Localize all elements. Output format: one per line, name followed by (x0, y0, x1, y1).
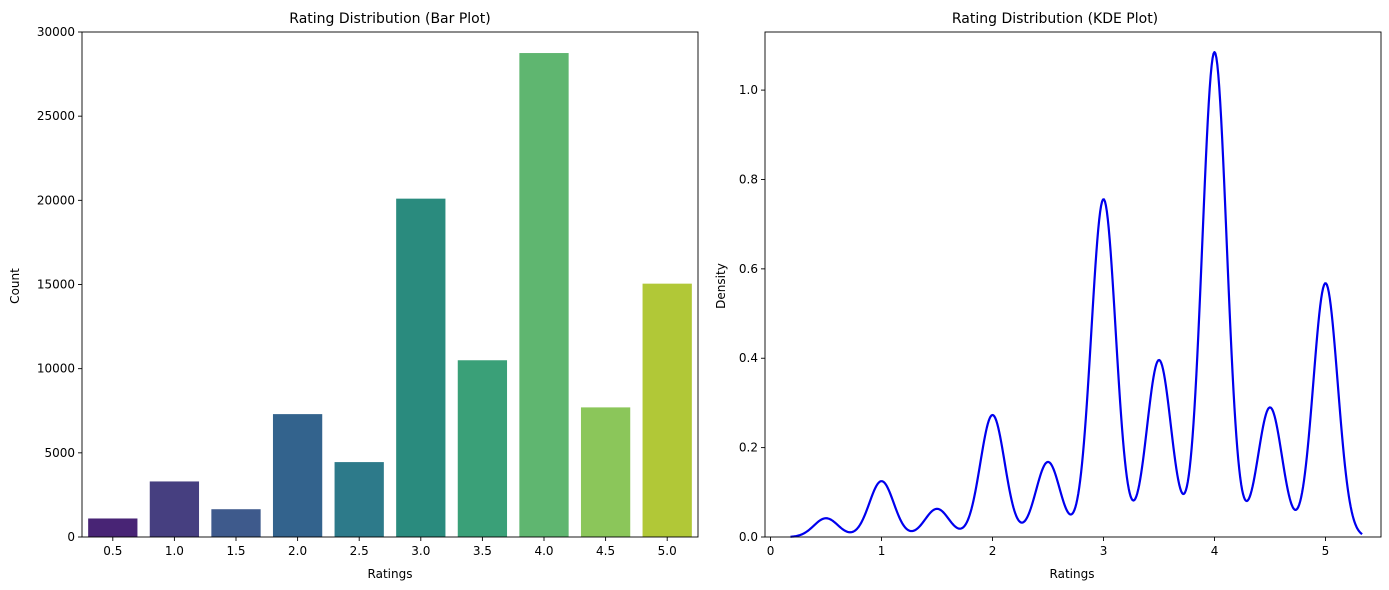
bar-x-tick-label: 4.5 (596, 544, 615, 558)
kde-y-tick-label: 1.0 (739, 83, 758, 97)
bar-3.0 (396, 198, 446, 537)
bar-chart-ylabel: Count (8, 268, 22, 304)
bar-x-tick-label: 2.5 (350, 544, 369, 558)
kde-chart-frame (764, 31, 1382, 538)
bar-0.5 (88, 518, 138, 537)
kde-x-tick-label: 2 (989, 544, 997, 558)
kde-chart-panel: Rating Distribution (KDE Plot) Ratings D… (714, 11, 1382, 581)
kde-y-tick-label: 0.0 (739, 530, 758, 544)
bar-2.5 (334, 462, 384, 537)
bar-y-tick-label: 0 (67, 530, 75, 544)
bar-1.0 (149, 481, 200, 537)
bar-y-ticks: 0 5000 10000 15000 20000 25000 30000 (37, 25, 82, 544)
bar-x-tick-label: 1.0 (165, 544, 184, 558)
kde-chart-xlabel: Ratings (1050, 567, 1095, 581)
bar-y-tick-label: 25000 (37, 109, 75, 123)
kde-x-tick-label: 0 (767, 544, 775, 558)
kde-series-line (790, 51, 1363, 538)
kde-x-tick-label: 4 (1211, 544, 1219, 558)
bar-3.5 (457, 360, 508, 537)
bar-x-tick-label: 0.5 (103, 544, 122, 558)
kde-y-tick-label: 0.6 (739, 262, 758, 276)
bar-chart-title: Rating Distribution (Bar Plot) (289, 11, 490, 27)
bar-y-tick-label: 10000 (37, 362, 75, 376)
bar-4.0 (519, 53, 569, 538)
kde-chart-ylabel: Density (714, 263, 728, 309)
bar-marks (88, 53, 692, 538)
bar-y-tick-label: 5000 (44, 446, 75, 460)
bar-1.5 (211, 509, 261, 537)
kde-x-tick-label: 5 (1322, 544, 1330, 558)
kde-y-ticks: 0.0 0.2 0.4 0.6 0.8 1.0 (739, 83, 765, 544)
bar-x-tick-label: 5.0 (658, 544, 677, 558)
bar-x-tick-label: 2.0 (288, 544, 307, 558)
bar-x-tick-label: 4.0 (534, 544, 553, 558)
kde-x-tick-label: 1 (878, 544, 886, 558)
bar-x-tick-label: 3.5 (473, 544, 492, 558)
bar-x-tick-label: 1.5 (226, 544, 245, 558)
bar-chart-panel: Rating Distribution (Bar Plot) Ratings C… (8, 11, 699, 581)
bar-chart-xlabel: Ratings (368, 567, 413, 581)
kde-x-ticks: 0 1 2 3 4 5 (767, 537, 1330, 558)
kde-x-tick-label: 3 (1100, 544, 1108, 558)
bar-x-tick-label: 3.0 (411, 544, 430, 558)
kde-chart-title: Rating Distribution (KDE Plot) (952, 11, 1158, 27)
kde-y-tick-label: 0.2 (739, 441, 758, 455)
bar-x-ticks: 0.5 1.0 1.5 2.0 2.5 3.0 3.5 4.0 4.5 5.0 (103, 537, 677, 558)
bar-5.0 (642, 283, 692, 537)
bar-2.0 (272, 414, 323, 537)
bar-y-tick-label: 30000 (37, 25, 75, 39)
bar-y-tick-label: 15000 (37, 278, 75, 292)
bar-y-tick-label: 20000 (37, 193, 75, 207)
kde-y-tick-label: 0.4 (739, 351, 758, 365)
bar-4.5 (580, 407, 631, 537)
bar-chart-frame (81, 31, 699, 538)
kde-y-tick-label: 0.8 (739, 172, 758, 186)
